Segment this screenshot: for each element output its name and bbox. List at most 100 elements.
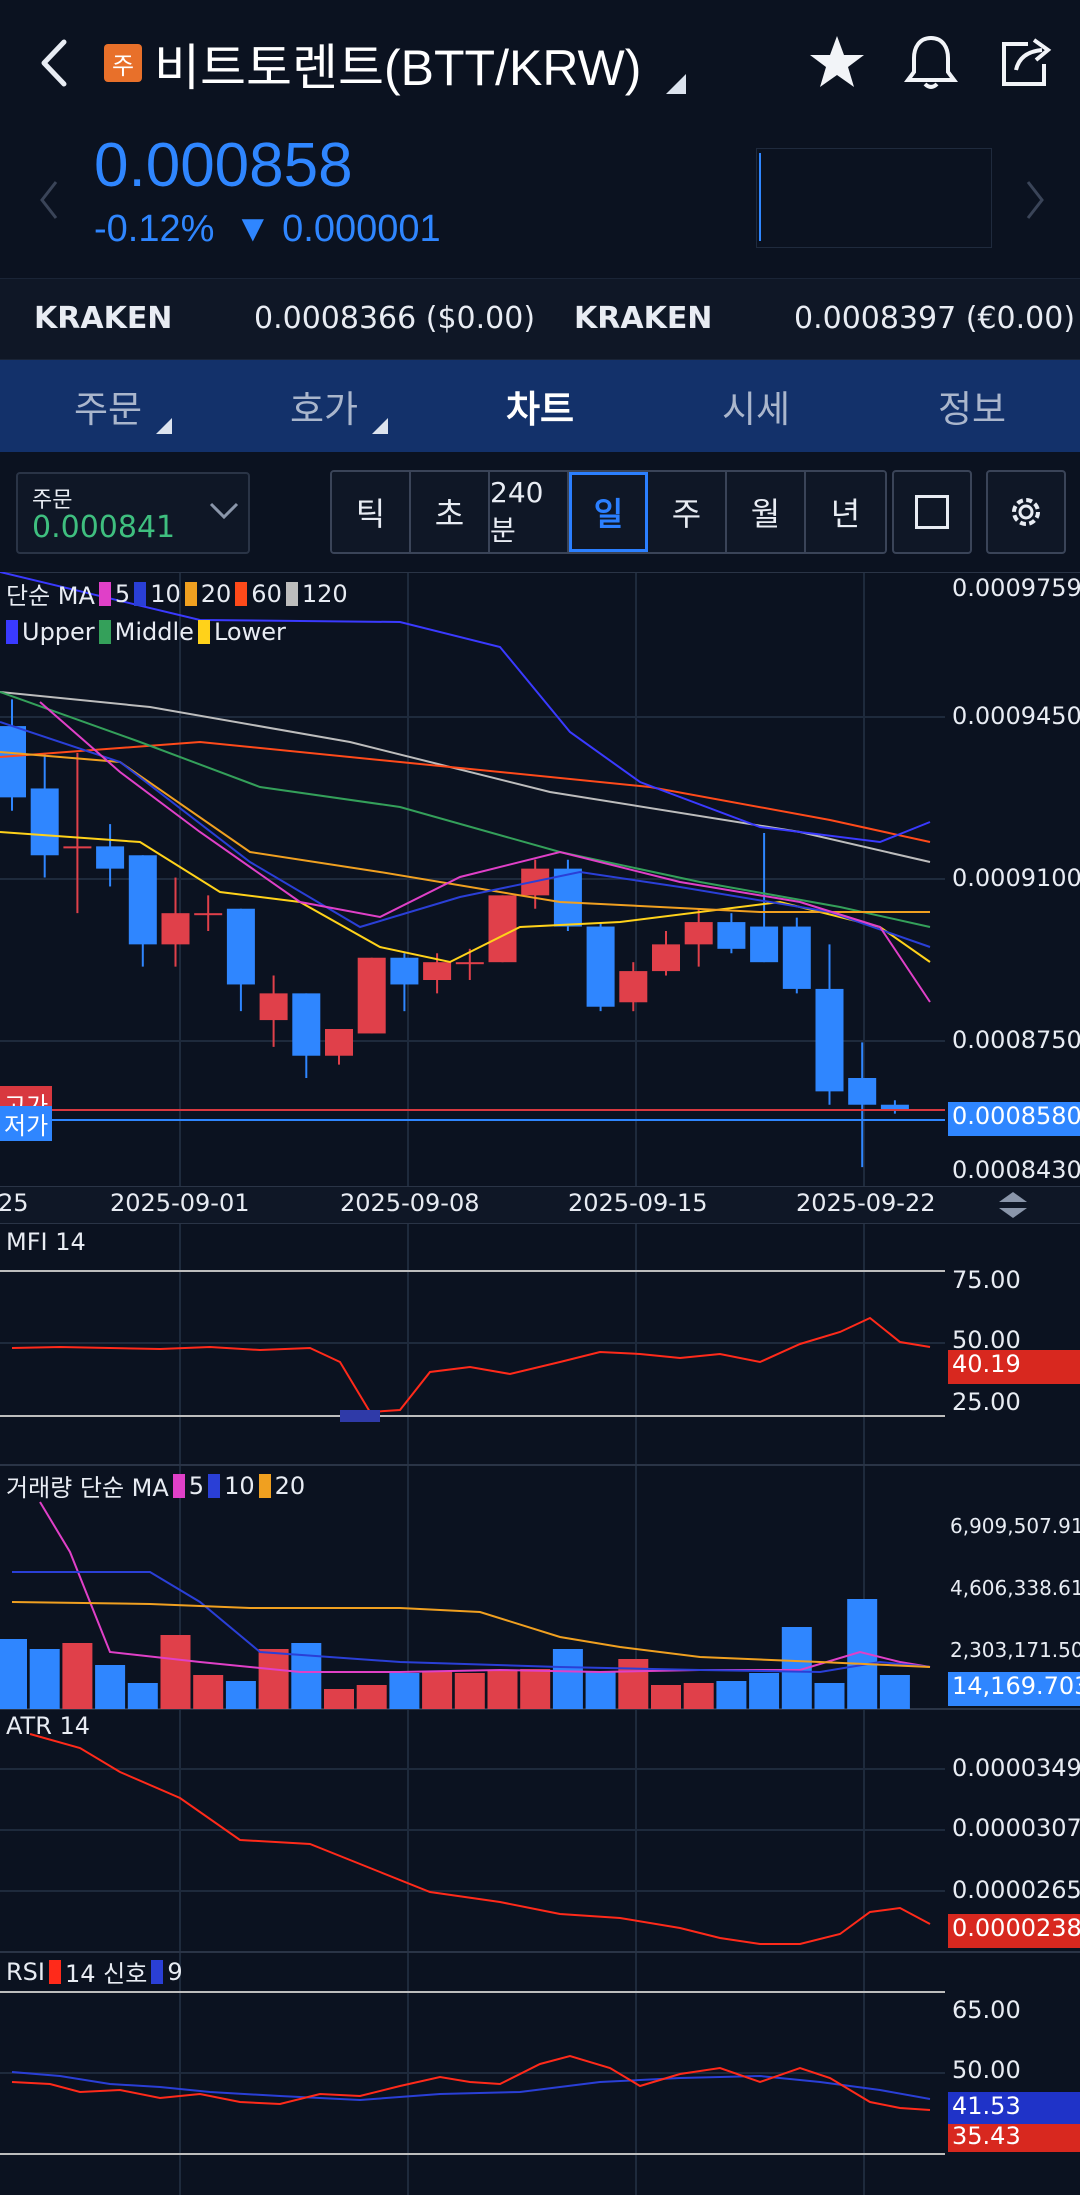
volume-bar [258, 1649, 289, 1709]
low-price-tag: 저가 [0, 1106, 53, 1141]
y-tick-label: 0.0009450 [952, 702, 1080, 730]
page-title[interactable]: 비트토렌트(BTT/KRW) [154, 40, 642, 96]
share-icon[interactable] [998, 34, 1056, 90]
tab-label: 정보 [937, 388, 1007, 431]
period-week[interactable]: 주 [648, 472, 727, 552]
legend-label: 60 [251, 579, 282, 608]
candle-body [128, 855, 157, 945]
candle-body [880, 1104, 909, 1110]
candle-body [30, 788, 59, 856]
main-tabs: 주문 호가 차트 시세 정보 [0, 360, 1080, 452]
volume-bar [160, 1635, 191, 1709]
chevron-down-icon [209, 502, 239, 520]
legend-swatch [98, 620, 111, 644]
candle-body [619, 971, 648, 1003]
title-dropdown-icon[interactable] [666, 74, 686, 94]
legend-label: 5 [188, 1471, 205, 1500]
volume-bar [62, 1643, 93, 1709]
rsi-line [11, 2054, 931, 2111]
tab-menu-icon [156, 418, 172, 434]
volume-ma20-line [11, 1601, 931, 1668]
volume-bar [95, 1665, 126, 1709]
legend-label: 5 [114, 579, 131, 608]
atr-last-tag: 0.0000238 [948, 1914, 1080, 1948]
price-summary: 0.000858 -0.12% ▼ 0.000001 [0, 130, 1080, 278]
rsi-signal-last-tag: 41.53 [948, 2092, 1080, 2124]
exchange-value: 0.0008366 ($0.00) [254, 301, 536, 336]
candle-body [423, 962, 452, 981]
y-tick-label: 0.0000307 [952, 1814, 1080, 1842]
volume-bar [225, 1681, 256, 1709]
legend-swatch [184, 581, 197, 606]
tab-label: 차트 [505, 388, 575, 431]
legend-swatch [235, 581, 248, 606]
legend-swatch [98, 581, 111, 606]
ma-legend-title: 단순 MA [6, 582, 95, 610]
volume-bar [814, 1683, 845, 1709]
volume-bar [389, 1673, 420, 1709]
mfi-title: MFI 14 [6, 1228, 86, 1256]
prev-item-icon[interactable] [38, 180, 58, 220]
bb-legend: Upper Middle Lower [6, 618, 286, 646]
volume-bar [291, 1643, 322, 1709]
volume-bar [487, 1671, 518, 1709]
y-tick-label: 65.00 [952, 1996, 1021, 2024]
fullscreen-button[interactable] [892, 470, 972, 554]
period-day[interactable]: 일 [569, 472, 648, 552]
legend-label: 10 [224, 1471, 255, 1500]
bell-icon[interactable] [902, 32, 960, 92]
volume-title: 거래량 단순 MA [6, 1474, 169, 1502]
period-tick[interactable]: 틱 [332, 472, 411, 552]
volume-bar [716, 1681, 747, 1709]
bb-upper-line [0, 572, 931, 844]
bb-middle-line [0, 691, 931, 928]
volume-bar [0, 1639, 27, 1709]
period-month[interactable]: 월 [727, 472, 806, 552]
volume-bar [454, 1673, 485, 1709]
candle-body [455, 962, 484, 965]
tab-chart[interactable]: 차트 [432, 360, 648, 452]
y-tick-label: 6,909,507.916 [950, 1514, 1080, 1538]
legend-label: 20 [200, 579, 232, 608]
gear-icon [1012, 498, 1040, 526]
back-arrow-icon[interactable] [38, 38, 68, 88]
order-select-value: 0.000841 [32, 510, 176, 545]
period-240min[interactable]: 240분 [490, 472, 569, 552]
mini-chart-line [759, 153, 761, 241]
tab-orderbook[interactable]: 호가 [216, 360, 432, 452]
rsi-signal-line [11, 2071, 931, 2102]
volume-legend: 거래량 단순 MA 5 10 20 [6, 1468, 305, 1503]
period-year[interactable]: 년 [806, 472, 885, 552]
ma5-line [39, 701, 931, 1003]
mfi-oversold-fill [340, 1410, 380, 1422]
candle-body [782, 926, 811, 989]
star-icon[interactable] [808, 34, 866, 90]
volume-ma5-line [39, 1501, 931, 1674]
period-second[interactable]: 초 [411, 472, 490, 552]
tab-market[interactable]: 시세 [648, 360, 864, 452]
settings-button[interactable] [986, 470, 1066, 554]
y-tick-label: 0.0008750 [952, 1026, 1080, 1054]
order-price-select[interactable]: 주문 0.000841 [16, 472, 250, 554]
tab-info[interactable]: 정보 [864, 360, 1080, 452]
tab-order[interactable]: 주문 [0, 360, 216, 452]
chart-canvas[interactable] [0, 572, 1080, 2195]
ma60-line [0, 740, 931, 843]
chart-area[interactable]: 단순 MA 5 10 20 60 120 Upper Middle Lower … [0, 572, 1080, 2195]
candle-body [750, 926, 779, 963]
square-icon [915, 495, 949, 529]
legend-label: 120 [301, 579, 348, 608]
rsi-title: RSI [6, 1957, 45, 1986]
rsi-legend: RSI 14 신호 9 [6, 1954, 183, 1989]
y-tick-label: 50.00 [952, 1326, 1021, 1354]
legend-label: Lower [213, 618, 286, 646]
y-tick-label: 0.0008430 [952, 1156, 1080, 1184]
resize-handle-icon[interactable] [996, 1191, 1030, 1219]
legend-label: 20 [274, 1471, 306, 1500]
order-select-label: 주문 [32, 488, 73, 513]
candle-body [96, 846, 125, 869]
next-item-icon[interactable] [1026, 180, 1046, 220]
y-tick-label: 0.0000265 [952, 1876, 1080, 1904]
atr-title: ATR 14 [6, 1712, 91, 1740]
x-tick-label: 2025-09-08 [340, 1189, 480, 1217]
